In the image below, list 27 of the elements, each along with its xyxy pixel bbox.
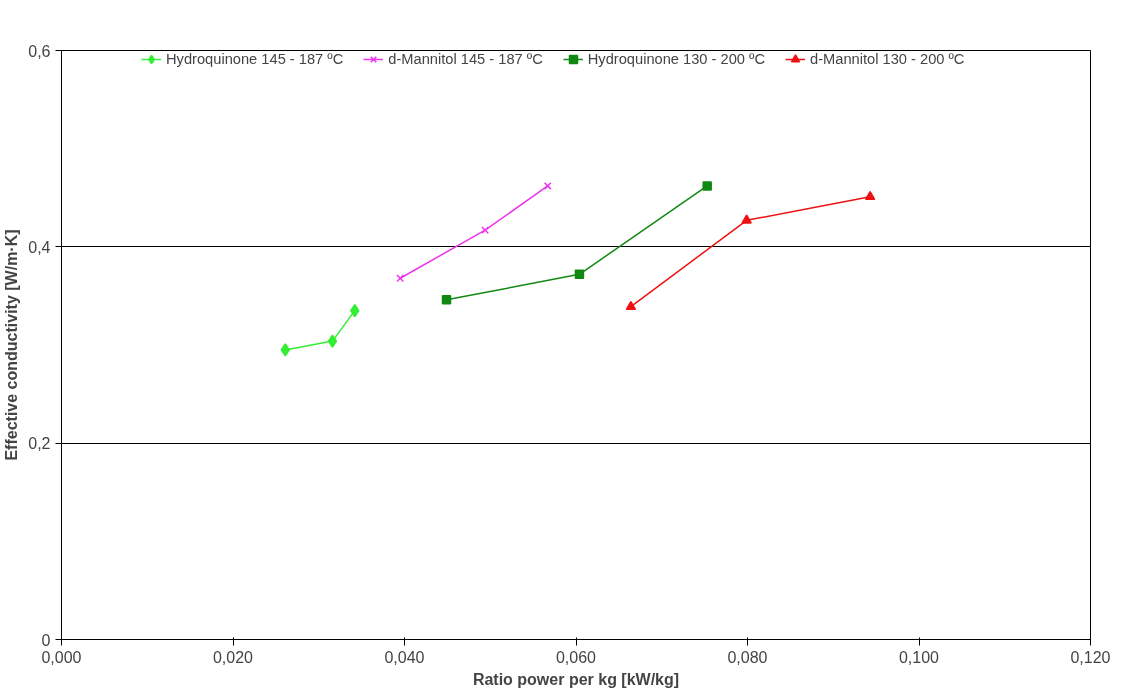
- x-tick-label: 0,020: [212, 648, 254, 666]
- point: [574, 269, 585, 280]
- x-tick-label: 0,060: [555, 648, 597, 666]
- point: [396, 274, 405, 283]
- y-axis-title: Effective conductivity [W/m·K]: [3, 229, 21, 461]
- x-tick-label: 0,040: [384, 648, 425, 666]
- point: [280, 343, 291, 357]
- y-tick-label: 0,6: [28, 42, 51, 60]
- x-tick-label: 0,080: [727, 648, 768, 666]
- point: [481, 226, 490, 235]
- x-axis-title: Ratio power per kg [kW/kg]: [472, 670, 680, 688]
- y-tick-label: 0: [41, 631, 51, 649]
- legend-label: d-Mannitol 130 - 200 ºC: [810, 51, 965, 67]
- x-tick-label: 0,120: [1070, 648, 1111, 666]
- x-tick-label: 0,100: [898, 648, 940, 666]
- y-tick-label: 0,2: [28, 435, 51, 453]
- point: [625, 300, 637, 311]
- point: [702, 181, 712, 191]
- point: [864, 190, 876, 201]
- point: [741, 214, 752, 224]
- legend-label: Hydroquinone 130 - 200 ºC: [587, 51, 766, 67]
- legend-label: d-Mannitol 145 - 187 ºC: [388, 51, 543, 67]
- point: [441, 295, 452, 305]
- x-tick-label: 0,000: [41, 648, 82, 666]
- y-tick-label: 0,4: [28, 238, 51, 256]
- legend-label: Hydroquinone 145 - 187 ºC: [166, 51, 344, 67]
- point: [327, 334, 338, 348]
